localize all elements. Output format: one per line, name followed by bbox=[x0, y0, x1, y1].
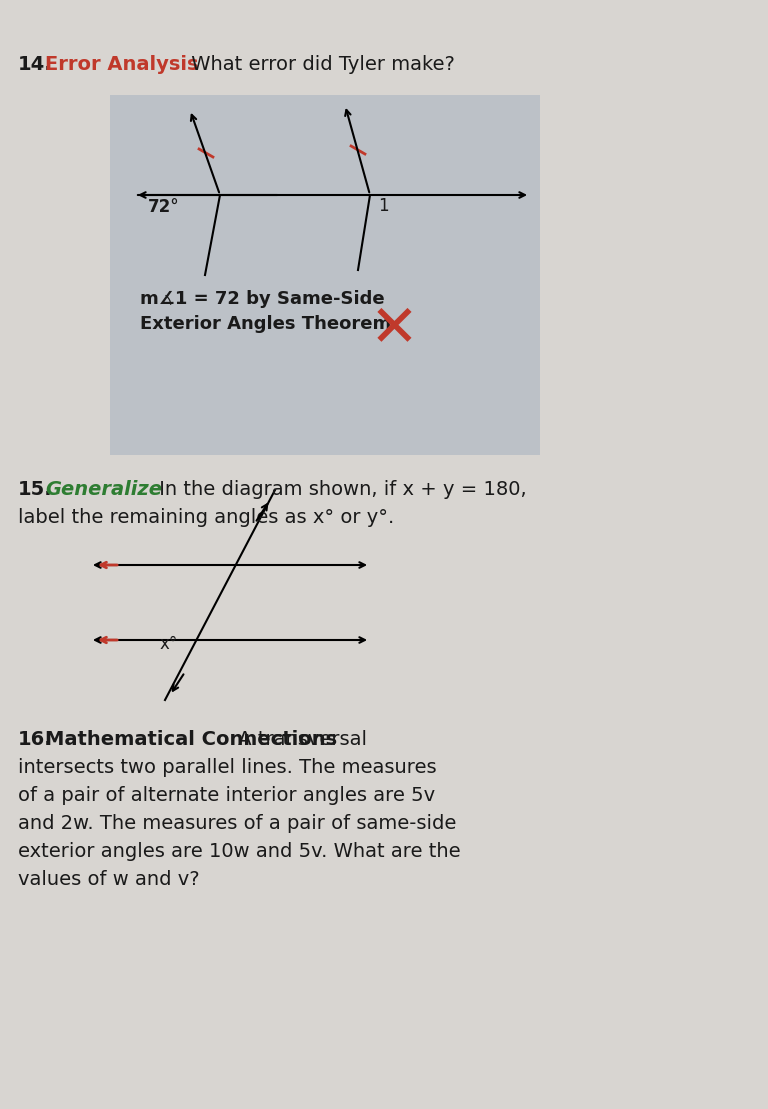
Text: Exterior Angles Theorem: Exterior Angles Theorem bbox=[140, 315, 391, 333]
Text: of a pair of alternate interior angles are 5v: of a pair of alternate interior angles a… bbox=[18, 786, 435, 805]
Text: 16.: 16. bbox=[18, 730, 53, 749]
Text: label the remaining angles as x° or y°.: label the remaining angles as x° or y°. bbox=[18, 508, 394, 527]
Text: values of w and v?: values of w and v? bbox=[18, 869, 200, 889]
Text: and 2w. The measures of a pair of same-side: and 2w. The measures of a pair of same-s… bbox=[18, 814, 456, 833]
Text: ✕: ✕ bbox=[370, 301, 419, 357]
Text: In the diagram shown, if x + y = 180,: In the diagram shown, if x + y = 180, bbox=[153, 480, 527, 499]
Text: Error Analysis: Error Analysis bbox=[45, 55, 198, 74]
Text: 15.: 15. bbox=[18, 480, 53, 499]
Text: Mathematical Connections: Mathematical Connections bbox=[45, 730, 337, 749]
Text: 72°: 72° bbox=[148, 199, 180, 216]
Text: exterior angles are 10w and 5v. What are the: exterior angles are 10w and 5v. What are… bbox=[18, 842, 461, 861]
Text: A transversal: A transversal bbox=[232, 730, 367, 749]
Text: 1: 1 bbox=[378, 197, 389, 215]
Text: m∡1 = 72 by Same-Side: m∡1 = 72 by Same-Side bbox=[140, 289, 385, 308]
FancyBboxPatch shape bbox=[110, 95, 540, 455]
Text: intersects two parallel lines. The measures: intersects two parallel lines. The measu… bbox=[18, 757, 437, 777]
Text: 14.: 14. bbox=[18, 55, 53, 74]
Text: x°: x° bbox=[160, 635, 178, 653]
Text: What error did Tyler make?: What error did Tyler make? bbox=[185, 55, 455, 74]
Text: Generalize: Generalize bbox=[45, 480, 162, 499]
